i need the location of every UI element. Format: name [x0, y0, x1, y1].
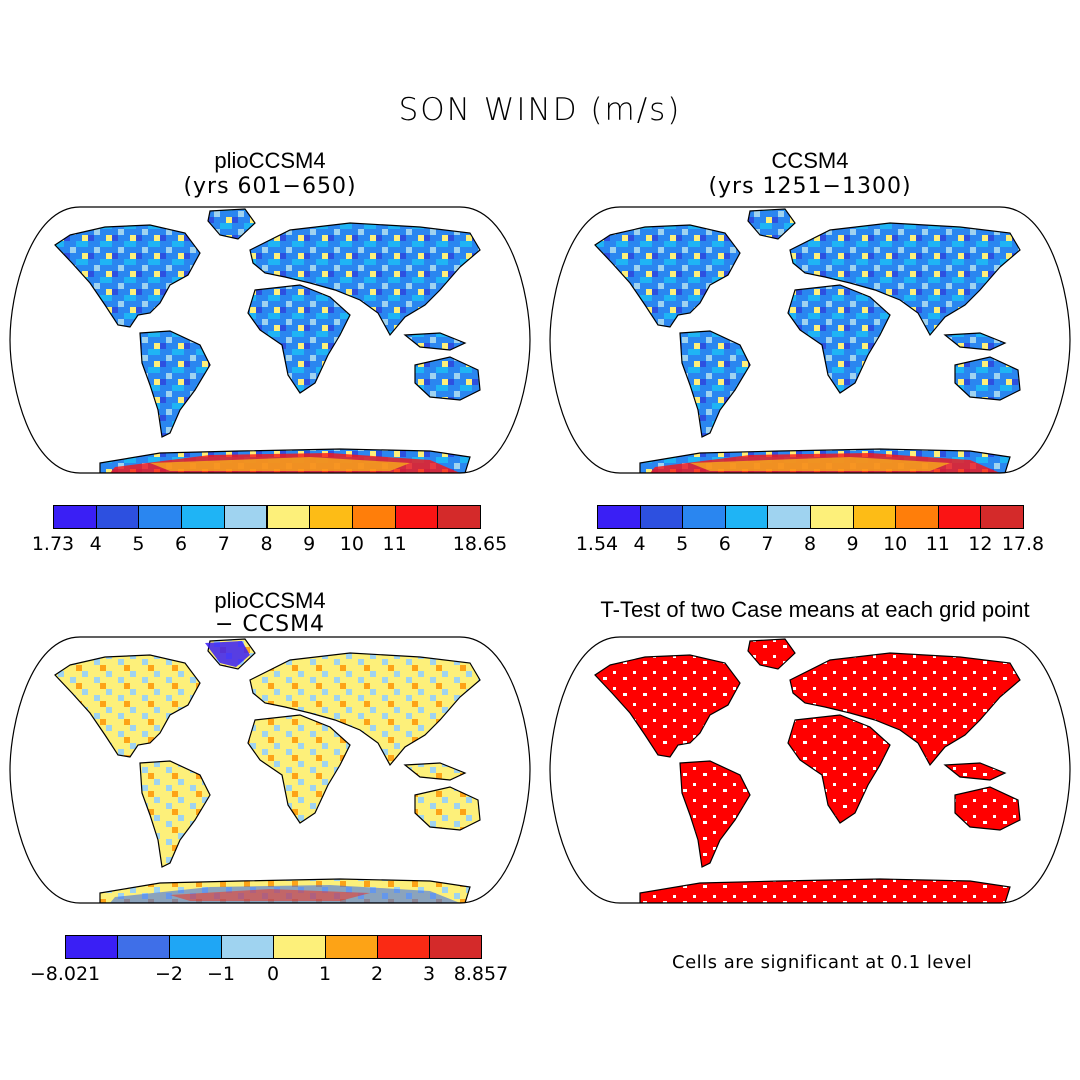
colorbar-diff-label: −8.021	[29, 963, 101, 985]
colorbar-ccsm-box-0	[597, 505, 641, 529]
significance-note: Cells are significant at 0.1 level	[672, 952, 973, 973]
colorbar-plio-label: 10	[339, 533, 364, 555]
colorbar-diff-box-7	[429, 935, 482, 959]
colorbar-plio-box-0	[53, 505, 97, 529]
colorbar-diff-label: 2	[370, 963, 384, 985]
colorbar-diff-label: 8.857	[453, 963, 509, 985]
colorbar-plio-label: 6	[175, 533, 188, 555]
colorbar-plio-box-5	[266, 505, 311, 529]
colorbar-ccsm-box-8	[937, 505, 982, 529]
colorbar-ccsm-label: 8	[803, 533, 817, 555]
colorbar-ccsm-box-6	[852, 505, 897, 529]
colorbar-ccsm-label: 9	[846, 533, 859, 555]
colorbar-plio-label: 5	[132, 533, 145, 555]
colorbar-ccsm-label: 5	[676, 533, 689, 555]
map-ttest	[549, 636, 1071, 904]
panel-plio-subtitle: (yrs 601−650)	[183, 174, 357, 199]
colorbar-ccsm-label: 1.54	[575, 533, 619, 555]
colorbar-ccsm-label: 10	[883, 533, 908, 555]
colorbar-plio-label: 18.65	[452, 533, 508, 555]
colorbar-diff-label: −2	[154, 963, 184, 985]
colorbar-diff-box-2	[169, 935, 222, 959]
colorbar-plio-label: 7	[217, 533, 230, 555]
land-diff	[54, 638, 481, 903]
panel-diff-title: plioCCSM4	[214, 588, 326, 613]
colorbar-diff-box-1	[117, 935, 170, 959]
colorbar-plio: 1.73 4 5 6 7 8 9 10 11 18.65	[32, 505, 507, 555]
map-frame-diff	[9, 636, 531, 904]
colorbar-diff-box-6	[377, 935, 430, 959]
panel-plio-title: plioCCSM4	[214, 148, 326, 173]
colorbar-plio-label: 9	[303, 533, 316, 555]
map-diff	[9, 636, 531, 904]
colorbar-plio-box-7	[351, 505, 396, 529]
colorbar-diff-label: 3	[422, 963, 436, 985]
colorbar-plio-label: 8	[260, 533, 273, 555]
map-frame-ccsm	[549, 206, 1071, 474]
colorbar-ccsm: 1.54 4 5 6 7 8 9 10 11 12 17.8	[576, 505, 1044, 555]
map-frame-plio	[9, 206, 531, 474]
colorbar-ccsm-box-4	[767, 505, 811, 529]
colorbar-diff-label: 1	[318, 963, 332, 985]
colorbar-diff-box-0	[65, 935, 118, 959]
panel-ccsm-subtitle: (yrs 1251−1300)	[708, 174, 912, 199]
colorbar-plio-box-1	[95, 505, 140, 529]
colorbar-diff-box-4	[273, 935, 326, 959]
colorbar-ccsm-box-7	[895, 505, 939, 529]
map-plio	[9, 206, 531, 474]
colorbar-diff: −8.021 −2 −1 0 1 2 3 8.857	[30, 935, 508, 985]
colorbar-plio-box-8	[394, 505, 439, 529]
colorbar-ccsm-label: 12	[968, 533, 993, 555]
colorbar-diff-box-3	[221, 935, 274, 959]
colorbar-ccsm-box-3	[724, 505, 769, 529]
colorbar-ccsm-label: 7	[761, 533, 774, 555]
land-ccsm	[594, 208, 1021, 473]
panel-ttest-title: T-Test of two Case means at each grid po…	[600, 597, 1030, 622]
colorbar-ccsm-label: 17.8	[1001, 533, 1045, 555]
colorbar-diff-label: −1	[206, 963, 236, 985]
colorbar-ccsm-box-5	[810, 505, 854, 529]
colorbar-diff-label: 0	[266, 963, 280, 985]
land-plio	[54, 208, 481, 473]
map-frame-ttest	[549, 636, 1071, 904]
colorbar-plio-label: 11	[382, 533, 407, 555]
colorbar-ccsm-box-2	[682, 505, 726, 529]
colorbar-plio-label: 4	[89, 533, 102, 555]
panel-diff-subtitle: − CCSM4	[214, 612, 326, 637]
colorbar-plio-box-3	[181, 505, 225, 529]
colorbar-diff-box-5	[325, 935, 378, 959]
colorbar-plio-box-2	[138, 505, 183, 529]
land-ttest	[594, 638, 1021, 903]
colorbar-ccsm-label: 4	[633, 533, 646, 555]
colorbar-ccsm-box-1	[639, 505, 684, 529]
colorbar-plio-label: 1.73	[31, 533, 75, 555]
colorbar-ccsm-label: 11	[925, 533, 950, 555]
colorbar-plio-box-4	[223, 505, 268, 529]
panel-ccsm-title: CCSM4	[771, 148, 849, 173]
map-ccsm	[549, 206, 1071, 474]
figure-title: SON WIND (m/s)	[398, 92, 682, 128]
colorbar-ccsm-label: 6	[718, 533, 731, 555]
colorbar-plio-box-9	[437, 505, 481, 529]
colorbar-plio-box-6	[309, 505, 353, 529]
colorbar-ccsm-box-9	[980, 505, 1024, 529]
